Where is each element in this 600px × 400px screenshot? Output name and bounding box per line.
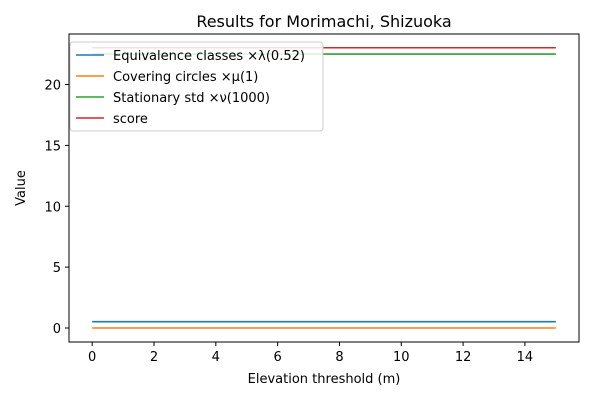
y-axis-label: Value [14, 170, 29, 206]
y-tick-label-4: 20 [44, 79, 61, 94]
y-tick-label-3: 15 [44, 139, 61, 154]
plot-area [68, 33, 580, 343]
legend-box [69, 41, 324, 132]
x-axis: 0 2 4 6 8 10 12 14 [88, 342, 533, 365]
y-axis: 0 5 10 15 20 [44, 79, 69, 337]
chart-title: Results for Morimachi, Shizuoka [196, 12, 451, 31]
y-tick-label-1: 5 [53, 261, 61, 276]
x-tick-label-5: 10 [393, 350, 410, 365]
legend-label-3: score [113, 112, 148, 127]
y-tick-label-2: 10 [44, 200, 61, 215]
x-tick-label-4: 8 [335, 350, 343, 365]
x-axis-label: Elevation threshold (m) [248, 372, 401, 387]
x-tick-label-3: 6 [273, 350, 281, 365]
legend-label-2: Stationary std ×ν(1000) [113, 91, 270, 106]
x-tick-label-7: 14 [517, 350, 534, 365]
y-tick-label-0: 0 [53, 322, 61, 337]
x-tick-label-1: 2 [150, 350, 158, 365]
x-tick-label-6: 12 [455, 350, 472, 365]
legend-label-1: Covering circles ×μ(1) [113, 70, 258, 85]
legend-label-0: Equivalence classes ×λ(0.52) [113, 49, 305, 64]
x-tick-label-2: 4 [212, 350, 220, 365]
legend: Equivalence classes ×λ(0.52) Covering cir… [69, 41, 324, 132]
x-tick-label-0: 0 [88, 350, 96, 365]
